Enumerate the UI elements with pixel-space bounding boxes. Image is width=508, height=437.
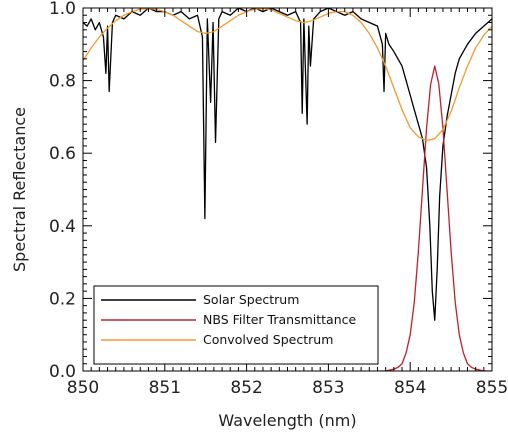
x-tick-label: 851 (149, 378, 181, 398)
y-tick-label: 0.0 (49, 362, 76, 382)
x-axis-title: Wavelength (nm) (218, 411, 356, 430)
y-tick-label: 0.6 (49, 144, 76, 164)
series-layer (83, 8, 492, 371)
x-tick-label: 852 (230, 378, 262, 398)
series-line-1 (83, 8, 492, 321)
y-tick-label: 0.4 (49, 217, 76, 237)
legend-box (93, 285, 379, 365)
series-line-2 (377, 65, 492, 371)
ticks-layer (82, 7, 493, 372)
legend-label: Solar Spectrum (203, 292, 299, 307)
y-axis-title: Spectral Reflectance (10, 107, 29, 272)
legend-label: NBS Filter Transmittance (203, 312, 356, 327)
x-tick-label: 853 (312, 378, 344, 398)
y-tick-label: 0.2 (49, 289, 76, 309)
x-tick-label: 850 (67, 378, 99, 398)
legend-label: Convolved Spectrum (203, 332, 333, 347)
series-line-3 (83, 8, 492, 142)
tick-labels-layer: 850 851 852 853 854 855 0.0 0.2 0.4 0.6 0.8 1.0 (49, 0, 508, 398)
y-tick-label: 0.8 (49, 72, 76, 92)
y-tick-label: 1.0 (49, 0, 76, 19)
x-tick-label: 854 (394, 378, 426, 398)
x-tick-label: 855 (476, 378, 508, 398)
legend: Solar Spectrum NBS Filter Transmittance Co… (93, 285, 379, 365)
